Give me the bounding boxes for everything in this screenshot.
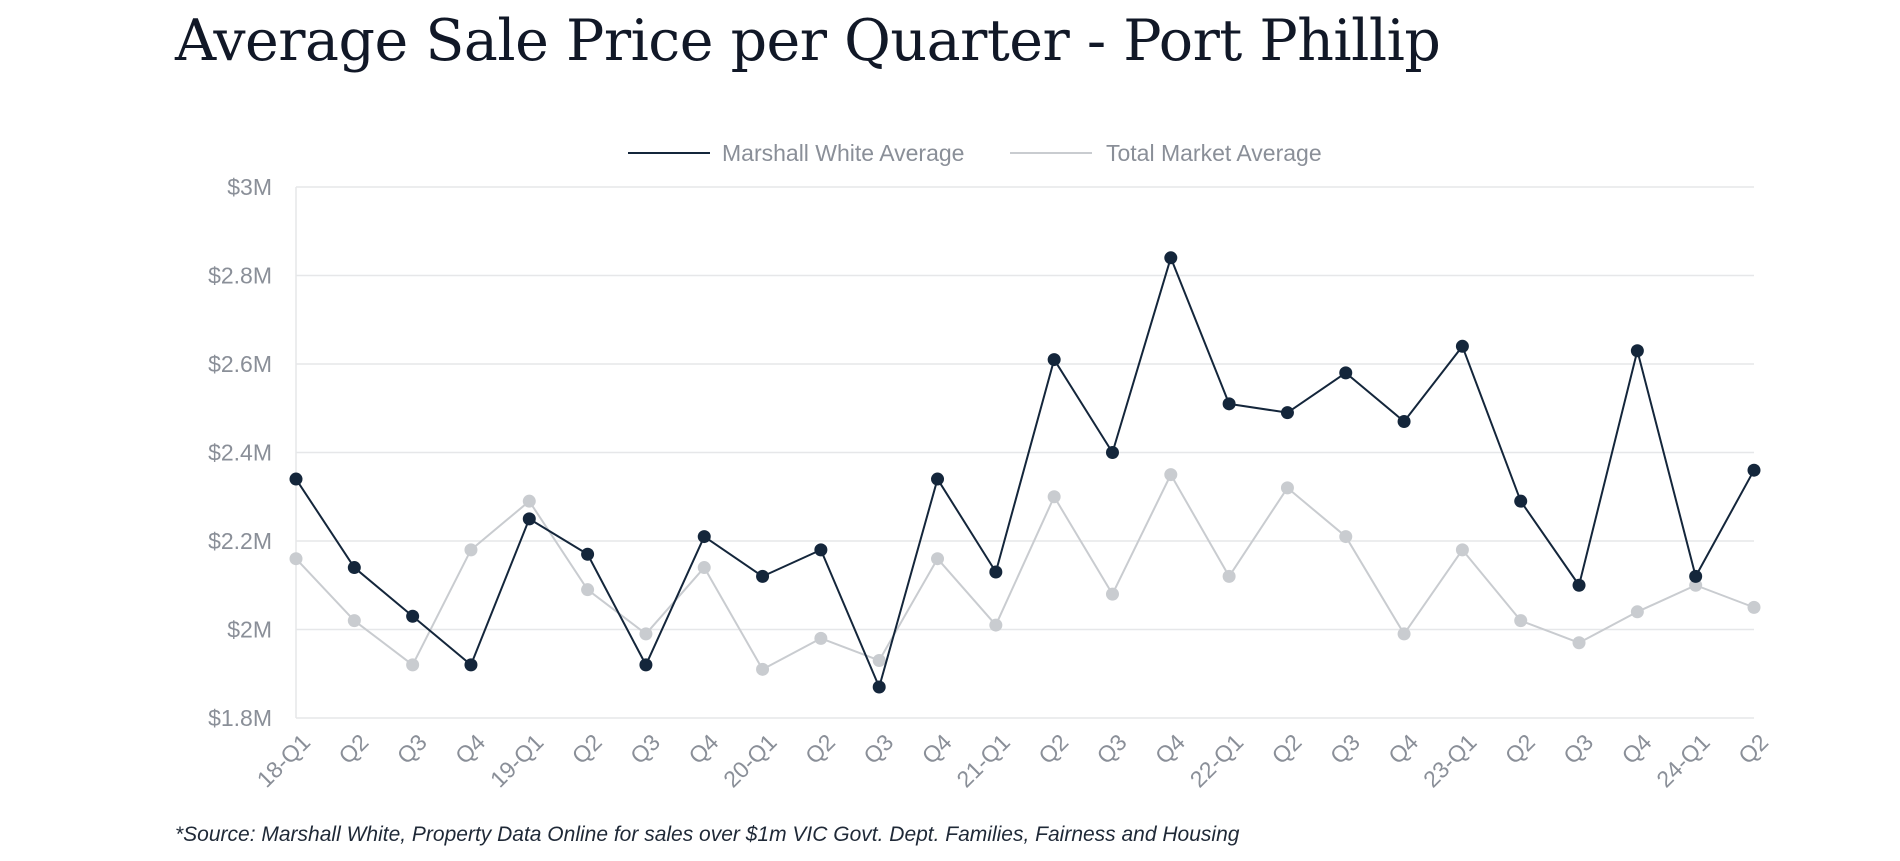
data-point-market bbox=[1047, 490, 1061, 504]
data-point-market bbox=[872, 653, 886, 667]
y-tick-label: $2.4M bbox=[208, 440, 272, 466]
data-point-mw bbox=[1572, 578, 1586, 592]
data-point-mw bbox=[1630, 344, 1644, 358]
series-line-market bbox=[295, 473, 1755, 671]
data-point-market bbox=[289, 552, 303, 566]
x-tick-label: 21-Q1 bbox=[951, 729, 1015, 793]
data-point-mw bbox=[1397, 415, 1411, 429]
x-tick-label: Q2 bbox=[567, 729, 607, 769]
data-point-mw bbox=[872, 680, 886, 694]
data-point-mw bbox=[639, 658, 653, 672]
data-point-mw bbox=[347, 561, 361, 575]
data-point-mw bbox=[289, 472, 303, 486]
x-tick-label: Q4 bbox=[1150, 729, 1190, 769]
data-point-market bbox=[406, 658, 420, 672]
data-point-market bbox=[1222, 569, 1236, 583]
x-tick-label: Q4 bbox=[1383, 729, 1423, 769]
x-tick-label: 23-Q1 bbox=[1418, 729, 1482, 793]
data-point-market bbox=[814, 631, 828, 645]
data-point-mw bbox=[1747, 463, 1761, 477]
data-point-market bbox=[1339, 530, 1353, 544]
data-point-market bbox=[1455, 543, 1469, 557]
x-tick-label: 19-Q1 bbox=[485, 729, 549, 793]
data-point-market bbox=[1514, 614, 1528, 628]
x-tick-label: Q2 bbox=[1500, 729, 1540, 769]
x-tick-label: Q2 bbox=[1733, 729, 1773, 769]
x-tick-label: Q3 bbox=[1558, 729, 1598, 769]
data-point-market bbox=[522, 494, 536, 508]
data-point-market bbox=[1630, 605, 1644, 619]
x-tick-label: Q2 bbox=[1267, 729, 1307, 769]
y-tick-label: $2.6M bbox=[208, 351, 272, 377]
data-point-mw bbox=[1514, 494, 1528, 508]
data-point-market bbox=[1105, 587, 1119, 601]
data-point-market bbox=[697, 561, 711, 575]
x-tick-label: Q4 bbox=[917, 729, 957, 769]
data-point-market bbox=[347, 614, 361, 628]
legend-label-market: Total Market Average bbox=[1106, 140, 1322, 166]
data-point-mw bbox=[697, 530, 711, 544]
data-point-market bbox=[1280, 481, 1294, 495]
data-point-mw bbox=[1339, 366, 1353, 380]
x-tick-label: Q3 bbox=[392, 729, 432, 769]
y-tick-label: $2.8M bbox=[208, 263, 272, 289]
data-point-market bbox=[639, 627, 653, 641]
x-tick-label: Q3 bbox=[1092, 729, 1132, 769]
y-tick-label: $2M bbox=[227, 617, 272, 643]
data-point-market bbox=[989, 618, 1003, 632]
data-point-mw bbox=[814, 543, 828, 557]
x-tick-label: Q3 bbox=[1325, 729, 1365, 769]
data-point-mw bbox=[989, 565, 1003, 579]
x-tick-label: 22-Q1 bbox=[1185, 729, 1249, 793]
data-point-mw bbox=[1222, 397, 1236, 411]
data-point-mw bbox=[1689, 569, 1703, 583]
legend: Marshall White Average Total Market Aver… bbox=[628, 140, 1322, 166]
series-line-mw bbox=[295, 256, 1755, 689]
y-axis-ticks: $1.8M $2M $2.2M $2.4M $2.6M $2.8M $3M bbox=[208, 174, 272, 731]
grid-lines bbox=[295, 186, 1754, 719]
x-tick-label: Q3 bbox=[858, 729, 898, 769]
data-point-mw bbox=[581, 547, 595, 561]
x-tick-label: Q2 bbox=[800, 729, 840, 769]
y-tick-label: $3M bbox=[227, 174, 272, 200]
x-tick-label: Q4 bbox=[450, 729, 490, 769]
data-point-mw bbox=[931, 472, 945, 486]
data-point-mw bbox=[406, 609, 420, 623]
data-point-mw bbox=[1455, 339, 1469, 353]
data-point-market bbox=[1397, 627, 1411, 641]
legend-label-mw: Marshall White Average bbox=[722, 140, 964, 166]
data-point-market bbox=[464, 543, 478, 557]
series-lines bbox=[289, 251, 1761, 694]
data-point-mw bbox=[1047, 353, 1061, 367]
x-tick-label: 24-Q1 bbox=[1651, 729, 1715, 793]
x-tick-label: Q2 bbox=[1033, 729, 1073, 769]
data-point-market bbox=[756, 662, 770, 676]
data-point-market bbox=[1572, 636, 1586, 650]
data-point-market bbox=[581, 583, 595, 597]
x-tick-label: Q4 bbox=[1616, 729, 1656, 769]
data-point-mw bbox=[756, 569, 770, 583]
x-tick-label: 20-Q1 bbox=[718, 729, 782, 793]
source-note: *Source: Marshall White, Property Data O… bbox=[175, 823, 1240, 846]
x-tick-label: Q4 bbox=[683, 729, 723, 769]
x-tick-label: 18-Q1 bbox=[252, 729, 316, 793]
y-tick-label: $2.2M bbox=[208, 528, 272, 554]
y-tick-label: $1.8M bbox=[208, 705, 272, 731]
chart-title: Average Sale Price per Quarter - Port Ph… bbox=[175, 8, 1441, 74]
data-point-market bbox=[1747, 600, 1761, 614]
data-point-mw bbox=[464, 658, 478, 672]
data-point-mw bbox=[522, 512, 536, 526]
data-point-mw bbox=[1280, 406, 1294, 420]
data-point-market bbox=[931, 552, 945, 566]
x-tick-label: Q3 bbox=[625, 729, 665, 769]
x-tick-label: Q2 bbox=[333, 729, 373, 769]
data-point-market bbox=[1164, 468, 1178, 482]
data-point-mw bbox=[1105, 446, 1119, 459]
data-point-mw bbox=[1164, 251, 1178, 265]
